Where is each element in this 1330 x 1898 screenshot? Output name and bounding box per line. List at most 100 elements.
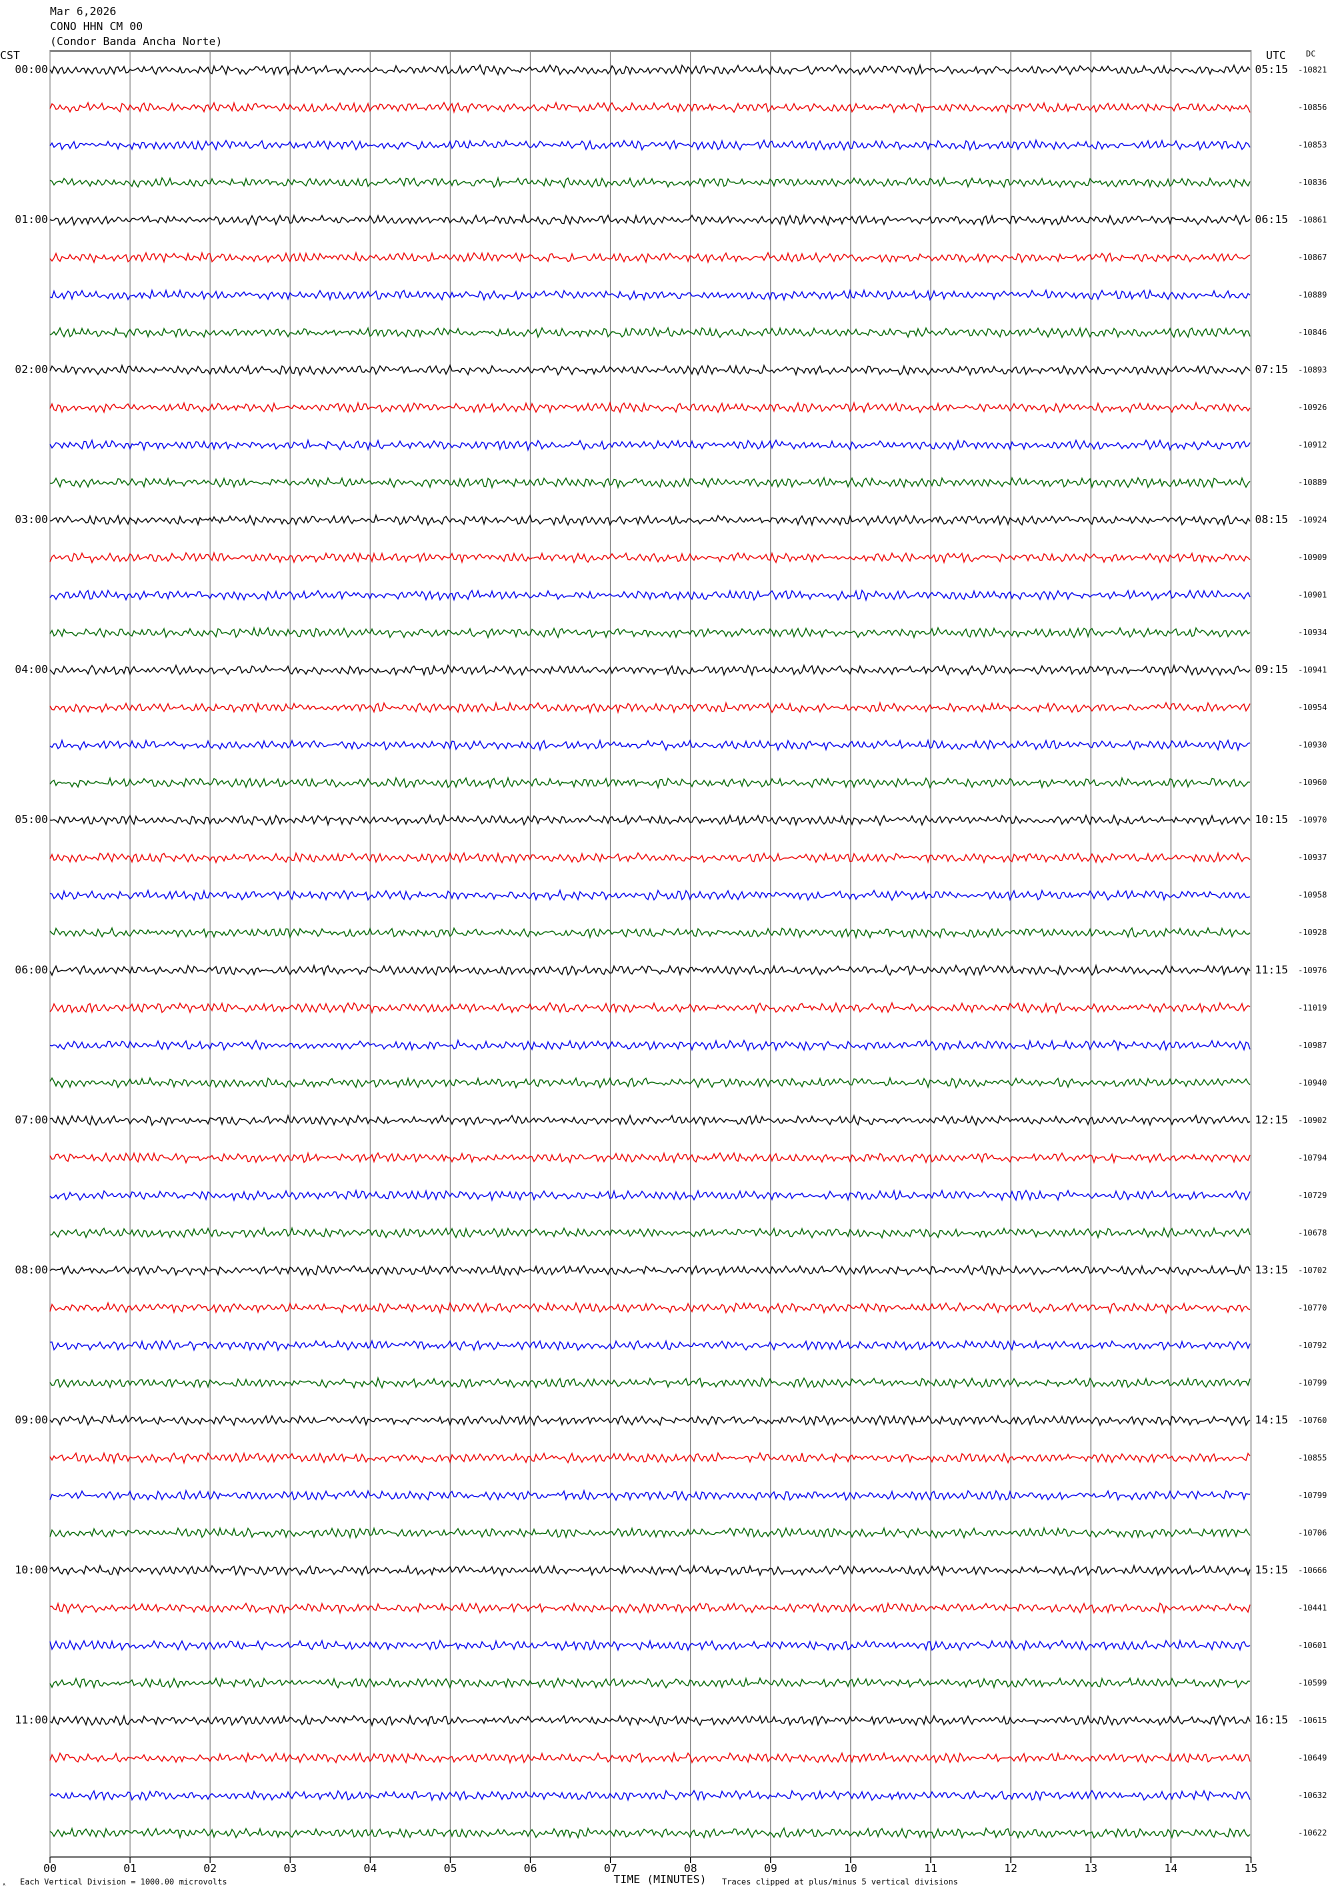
trace [49, 626, 1251, 640]
trace [49, 1188, 1251, 1203]
trace [49, 1526, 1251, 1540]
trace [49, 926, 1251, 940]
dc-value: -10855 [1298, 1453, 1327, 1462]
dc-value: -10889 [1298, 291, 1327, 300]
trace [49, 1263, 1251, 1277]
utc-title: UTC [1266, 49, 1286, 62]
cst-label: 06:00 [15, 963, 48, 976]
dc-value: -10856 [1298, 103, 1327, 112]
dc-title: DC [1306, 50, 1316, 59]
dc-value: -10901 [1298, 591, 1327, 600]
utc-label: 11:15 [1255, 963, 1288, 976]
x-tick-label: 09 [764, 1862, 777, 1875]
utc-label: 07:15 [1255, 363, 1288, 376]
trace [49, 776, 1251, 790]
dc-value: -10937 [1298, 853, 1327, 862]
trace [49, 1038, 1251, 1052]
dc-value: -10794 [1298, 1153, 1327, 1162]
utc-label: 12:15 [1255, 1113, 1288, 1126]
cst-label: 11:00 [15, 1713, 48, 1726]
trace [49, 250, 1251, 264]
trace [49, 1676, 1251, 1690]
trace [49, 851, 1251, 865]
dc-value: -10615 [1298, 1716, 1327, 1725]
trace [49, 326, 1251, 339]
cst-label: 10:00 [15, 1563, 48, 1576]
trace [49, 476, 1251, 490]
trace [49, 1226, 1251, 1240]
cst-label: 01:00 [15, 213, 48, 226]
dc-value: -10792 [1298, 1341, 1327, 1350]
trace [49, 401, 1251, 414]
clip-note: Traces clipped at plus/minus 5 vertical … [722, 1878, 958, 1887]
x-tick-label: 06 [524, 1862, 537, 1875]
dc-value: -10770 [1298, 1303, 1327, 1312]
dc-value: -10940 [1298, 1078, 1327, 1087]
utc-label: 10:15 [1255, 813, 1288, 826]
x-tick-label: 10 [844, 1862, 857, 1875]
utc-label: 16:15 [1255, 1713, 1288, 1726]
trace [49, 363, 1251, 377]
scale-note: Each Vertical Division = 1000.00 microvo… [20, 1878, 227, 1887]
x-tick-label: 14 [1164, 1862, 1178, 1875]
x-tick-label: 07 [604, 1862, 617, 1875]
dc-value: -10853 [1298, 141, 1327, 150]
dc-value: -10926 [1298, 403, 1327, 412]
dc-value: -10799 [1298, 1378, 1327, 1387]
trace [49, 1151, 1251, 1165]
dc-value: -10889 [1298, 478, 1327, 487]
x-tick-label: 08 [684, 1862, 697, 1875]
logo-icon: ᴬ [2, 1881, 6, 1890]
utc-label: 09:15 [1255, 663, 1288, 676]
trace [49, 1714, 1251, 1727]
x-tick-label: 04 [364, 1862, 378, 1875]
trace [49, 1826, 1251, 1840]
trace [49, 176, 1251, 189]
trace [49, 1638, 1251, 1652]
dc-value: -10678 [1298, 1228, 1327, 1237]
x-tick-label: 00 [43, 1862, 56, 1875]
cst-label: 09:00 [15, 1413, 48, 1426]
dc-value: -10666 [1298, 1566, 1327, 1575]
trace [49, 438, 1251, 452]
x-tick-label: 15 [1244, 1862, 1257, 1875]
dc-value: -10941 [1298, 666, 1327, 675]
utc-label: 05:15 [1255, 63, 1288, 76]
dc-value: -10912 [1298, 441, 1327, 450]
x-tick-label: 12 [1004, 1862, 1017, 1875]
utc-label: 14:15 [1255, 1413, 1288, 1426]
trace [49, 963, 1251, 977]
dc-value: -10441 [1298, 1603, 1327, 1612]
dc-value: -10632 [1298, 1791, 1327, 1800]
utc-label: 13:15 [1255, 1263, 1288, 1276]
trace [49, 1376, 1251, 1390]
utc-label: 15:15 [1255, 1563, 1288, 1576]
trace [49, 63, 1251, 77]
header-date: Mar 6,2026 [50, 5, 116, 18]
dc-value: -10729 [1298, 1191, 1327, 1200]
dc-value: -10893 [1298, 366, 1327, 375]
dc-value: -10930 [1298, 741, 1327, 750]
dc-value: -10861 [1298, 216, 1327, 225]
x-tick-label: 03 [284, 1862, 297, 1875]
x-tick-label: 01 [123, 1862, 136, 1875]
cst-label: 07:00 [15, 1113, 48, 1126]
trace [49, 888, 1251, 902]
dc-value: -10702 [1298, 1266, 1327, 1275]
dc-value: -10960 [1298, 778, 1327, 787]
trace [49, 1751, 1251, 1765]
dc-value: -10924 [1298, 516, 1327, 525]
trace [49, 1076, 1251, 1090]
dc-value: -10846 [1298, 328, 1327, 337]
dc-value: -10867 [1298, 253, 1327, 262]
dc-value: -10928 [1298, 928, 1327, 937]
trace [49, 813, 1251, 827]
trace [49, 1413, 1251, 1427]
trace [49, 701, 1251, 715]
cst-label: 02:00 [15, 363, 48, 376]
cst-label: 00:00 [15, 63, 48, 76]
dc-value: -10760 [1298, 1416, 1327, 1425]
trace [49, 513, 1251, 527]
